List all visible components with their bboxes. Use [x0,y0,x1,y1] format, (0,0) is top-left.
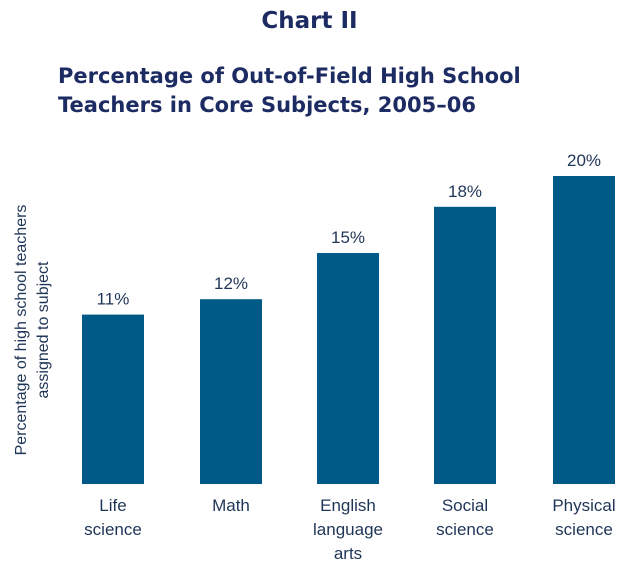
category-label-4-line-2: science [436,520,494,539]
chart-title: Percentage of Out-of-Field High School T… [58,62,598,120]
bars-group: 11% Life science 12% Math 15% English language a… [82,151,616,562]
y-axis-label: Percentage of high school teachers assig… [13,205,52,456]
category-label-5-line-1: Physical [552,496,615,515]
bar-value-label-1: 11% [97,290,130,309]
bar-5 [553,176,615,484]
category-label-5-line-2: science [555,520,613,539]
bar-value-label-4: 18% [448,182,482,201]
y-axis-label-line-1: Percentage of high school teachers [13,205,30,456]
category-label-3-line-2: language [313,520,383,539]
bar-4 [434,206,496,485]
bar-3 [317,253,379,484]
chart-heading: Chart II [261,8,358,34]
bar-1 [82,314,144,484]
bar-2 [200,299,262,484]
chart-title-line-1: Percentage of Out-of-Field High School [58,64,521,88]
category-label-3-line-3: arts [334,544,362,562]
chart-title-line-2: Teachers in Core Subjects, 2005–06 [58,93,476,117]
bar-value-label-5: 20% [567,151,601,170]
category-label-1-line-1: Life [99,496,126,515]
category-label-3-line-1: English [320,496,376,515]
category-label-4-line-1: Social [442,496,488,515]
category-label-2-line-1: Math [212,496,250,515]
y-axis-label-line-2: assigned to subject [35,261,52,399]
bar-value-label-2: 12% [214,274,248,293]
category-label-1-line-2: science [84,520,142,539]
bar-value-label-3: 15% [331,228,365,247]
